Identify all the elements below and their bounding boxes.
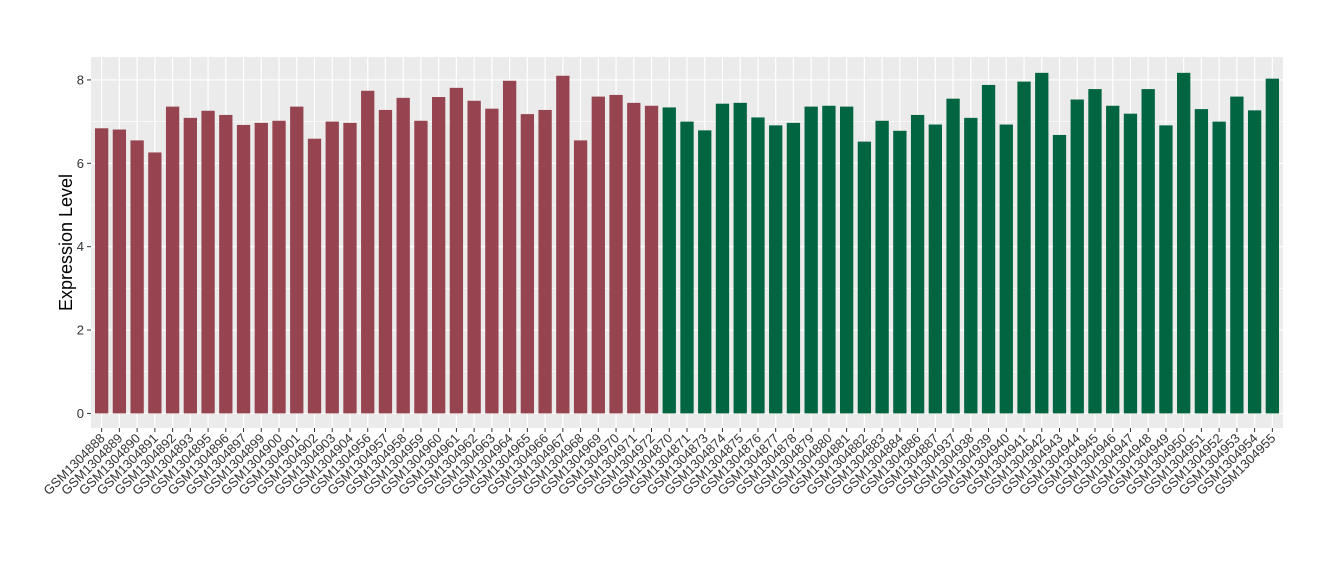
bar <box>928 124 942 414</box>
bar <box>1070 99 1084 414</box>
bar <box>893 130 907 414</box>
bar <box>1159 125 1173 414</box>
bar <box>290 106 304 414</box>
bar <box>520 114 535 414</box>
bar <box>343 122 357 414</box>
bar <box>307 138 322 414</box>
bar <box>414 120 428 414</box>
bar <box>591 96 605 414</box>
bar <box>502 80 517 414</box>
y-tick-label: 0 <box>77 406 84 421</box>
y-axis-title: Expression Level <box>56 174 76 311</box>
bar <box>219 114 233 414</box>
y-tick-label: 8 <box>77 72 84 87</box>
bar <box>538 109 552 414</box>
bar <box>183 117 197 414</box>
bar <box>449 87 464 414</box>
bar <box>573 140 588 414</box>
x-axis: GSM1304888GSM1304889GSM1304890GSM1304891… <box>40 428 1278 498</box>
bar <box>1017 81 1031 414</box>
bar <box>485 108 499 414</box>
bar <box>236 124 251 414</box>
bar <box>786 122 801 414</box>
bar <box>804 106 818 414</box>
bar <box>1230 96 1244 414</box>
y-tick-label: 4 <box>77 239 84 254</box>
bar <box>432 97 446 414</box>
bar <box>644 105 659 414</box>
y-tick-label: 6 <box>77 156 84 171</box>
bar <box>769 125 783 414</box>
bar <box>467 100 481 414</box>
bar <box>396 97 410 414</box>
bar <box>201 110 215 414</box>
bar <box>1123 113 1138 414</box>
bar <box>627 102 641 414</box>
bar <box>1035 72 1049 414</box>
bar <box>751 117 765 414</box>
bar <box>910 114 925 414</box>
bar <box>1212 121 1226 414</box>
bar <box>94 128 109 414</box>
bar <box>130 140 144 414</box>
bar <box>964 117 978 414</box>
bar <box>981 84 996 414</box>
bar <box>662 107 676 414</box>
bar <box>839 106 854 414</box>
bar <box>112 129 127 414</box>
bar <box>857 141 872 414</box>
bar <box>1141 89 1155 414</box>
bar <box>822 105 836 414</box>
bar <box>272 120 286 414</box>
bar <box>1194 109 1209 414</box>
bar <box>378 109 393 414</box>
bar <box>946 98 960 414</box>
bar <box>325 121 339 414</box>
y-tick-label: 2 <box>77 323 84 338</box>
bar <box>733 102 747 414</box>
bar <box>148 152 162 414</box>
bar <box>165 106 180 414</box>
bar <box>680 121 694 414</box>
y-axis: 0 2 4 6 8 <box>77 72 91 421</box>
bar <box>1247 110 1262 414</box>
bar <box>875 120 889 414</box>
bars <box>94 72 1280 414</box>
bar <box>361 90 375 414</box>
bar <box>999 124 1013 414</box>
bar <box>254 122 268 414</box>
bar <box>1265 78 1280 414</box>
bar <box>1106 105 1120 414</box>
bar <box>1088 89 1102 414</box>
bar <box>715 103 730 414</box>
bar <box>1052 134 1067 414</box>
bar <box>698 130 712 414</box>
bar <box>556 75 570 414</box>
bar <box>1177 72 1191 414</box>
bar <box>609 94 623 414</box>
